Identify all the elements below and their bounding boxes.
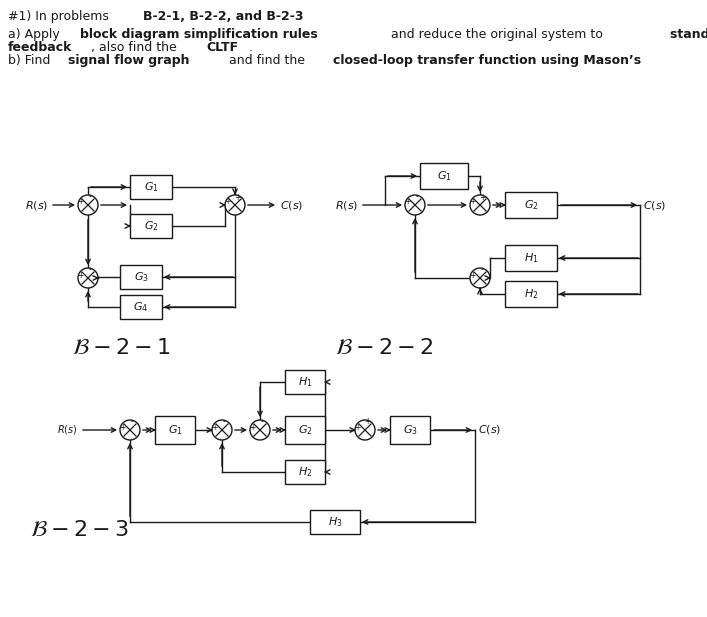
Bar	[285, 370, 325, 394]
Text: -: -	[481, 265, 484, 275]
Text: B-2-1, B-2-2, and B-2-3: B-2-1, B-2-2, and B-2-3	[144, 10, 304, 23]
Text: +: +	[224, 197, 230, 207]
Text: $\mathcal{B}-2-2$: $\mathcal{B}-2-2$	[335, 338, 434, 358]
Text: +: +	[469, 197, 475, 207]
Bar	[120, 265, 162, 289]
Text: -: -	[131, 418, 134, 426]
Text: and reduce the original system to: and reduce the original system to	[387, 28, 607, 41]
Circle shape	[78, 268, 98, 288]
Circle shape	[470, 268, 490, 288]
Text: +: +	[77, 270, 83, 280]
Text: $R(s)$: $R(s)$	[57, 423, 78, 436]
Text: $G_1$: $G_1$	[436, 169, 452, 183]
Circle shape	[470, 195, 490, 215]
Circle shape	[120, 420, 140, 440]
Text: $C(s)$: $C(s)$	[280, 199, 303, 212]
Text: standard single: standard single	[670, 28, 707, 41]
Text: +: +	[234, 193, 240, 202]
Circle shape	[405, 195, 425, 215]
Bar	[130, 214, 172, 238]
Text: +: +	[364, 418, 370, 426]
Bar	[130, 175, 172, 199]
Bar	[155, 416, 195, 444]
Bar	[505, 192, 557, 218]
Text: $G_2$: $G_2$	[524, 198, 539, 212]
Circle shape	[225, 195, 245, 215]
Text: $H_3$: $H_3$	[327, 515, 342, 529]
Text: $H_2$: $H_2$	[524, 287, 538, 301]
Text: -: -	[416, 193, 419, 202]
Bar	[390, 416, 430, 444]
Circle shape	[250, 420, 270, 440]
Text: -: -	[88, 265, 91, 275]
Bar	[420, 163, 468, 189]
Bar	[120, 295, 162, 319]
Text: $G_4$: $G_4$	[134, 300, 148, 314]
Text: $G_1$: $G_1$	[168, 423, 182, 437]
Text: $H_2$: $H_2$	[298, 465, 312, 479]
Text: -: -	[261, 418, 264, 426]
Text: -: -	[223, 418, 226, 426]
Text: signal flow graph: signal flow graph	[68, 54, 189, 67]
Text: +: +	[469, 270, 475, 280]
Text: b) Find: b) Find	[8, 54, 54, 67]
Text: $H_1$: $H_1$	[298, 375, 312, 389]
Text: , also find the: , also find the	[91, 41, 181, 54]
Text: block diagram simplification rules: block diagram simplification rules	[80, 28, 317, 41]
Circle shape	[355, 420, 375, 440]
Text: a) Apply: a) Apply	[8, 28, 64, 41]
Bar	[285, 460, 325, 484]
Text: -: -	[88, 193, 91, 202]
Bar	[310, 510, 360, 534]
Text: +: +	[77, 197, 83, 207]
Text: CLTF: CLTF	[207, 41, 239, 54]
Text: $G_3$: $G_3$	[134, 270, 148, 284]
Bar	[505, 281, 557, 307]
Text: $\mathcal{B}-2-1$: $\mathcal{B}-2-1$	[72, 338, 171, 358]
Text: #1) In problems: #1) In problems	[8, 10, 113, 23]
Text: .: .	[248, 41, 252, 54]
Text: +: +	[211, 423, 217, 431]
Circle shape	[78, 195, 98, 215]
Text: $C(s)$: $C(s)$	[478, 423, 501, 436]
Text: $R(s)$: $R(s)$	[334, 199, 358, 212]
Text: and find the: and find the	[225, 54, 309, 67]
Text: +: +	[249, 423, 255, 431]
Text: feedback: feedback	[8, 41, 72, 54]
Text: +: +	[404, 197, 410, 207]
Bar	[285, 416, 325, 444]
Text: closed-loop transfer function using Mason’s: closed-loop transfer function using Maso…	[333, 54, 641, 67]
Text: +: +	[479, 193, 485, 202]
Text: $R(s)$: $R(s)$	[25, 199, 48, 212]
Text: $\mathcal{B}-2-3$: $\mathcal{B}-2-3$	[30, 520, 129, 540]
Text: $G_3$: $G_3$	[402, 423, 417, 437]
Bar	[505, 245, 557, 271]
Circle shape	[212, 420, 232, 440]
Text: $C(s)$: $C(s)$	[643, 199, 666, 212]
Text: $H_1$: $H_1$	[524, 251, 538, 265]
Text: $G_2$: $G_2$	[144, 219, 158, 233]
Text: +: +	[354, 423, 360, 431]
Text: $G_2$: $G_2$	[298, 423, 312, 437]
Text: $G_1$: $G_1$	[144, 180, 158, 194]
Text: +: +	[119, 423, 125, 431]
